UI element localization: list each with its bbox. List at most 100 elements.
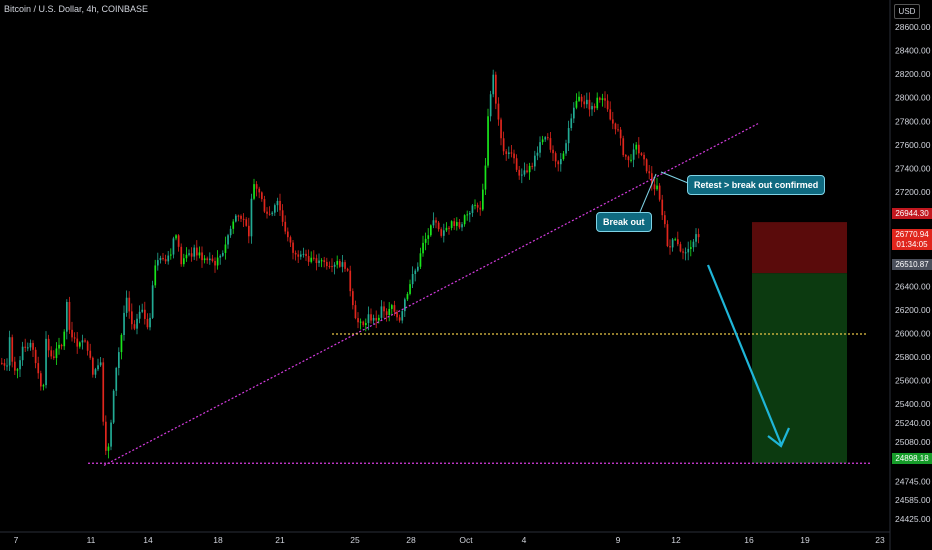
- break-out-pointer: [639, 173, 657, 213]
- ascending-trendline[interactable]: [103, 123, 759, 466]
- candle-body: [224, 244, 227, 253]
- candle-body: [248, 225, 250, 237]
- candle-body: [144, 309, 146, 319]
- candle-body: [409, 284, 411, 294]
- candle-body: [591, 106, 593, 110]
- candle-body: [690, 247, 692, 249]
- candlestick-series: [1, 69, 700, 459]
- candle-body: [674, 239, 677, 241]
- candle-body: [640, 153, 643, 155]
- candle-body: [370, 314, 372, 321]
- candle-body: [554, 153, 557, 162]
- candle-body: [232, 221, 235, 229]
- candle-body: [245, 219, 248, 226]
- candle-body: [479, 207, 482, 210]
- candle-body: [560, 159, 562, 165]
- candle-body: [482, 189, 484, 210]
- candle-body: [573, 107, 575, 119]
- candle-body: [570, 118, 573, 129]
- candle-body: [695, 234, 697, 242]
- candle-body: [450, 221, 453, 228]
- price-tick-label: 26000.00: [895, 328, 931, 338]
- candle-body: [50, 350, 53, 357]
- candle-body: [266, 211, 268, 214]
- price-tick-label: 25400.00: [895, 399, 931, 409]
- candle-body: [76, 338, 79, 347]
- candle-body: [497, 103, 500, 120]
- candle-body: [588, 99, 591, 110]
- candle-body: [19, 360, 21, 370]
- candle-body: [27, 347, 29, 349]
- candle-body: [331, 266, 333, 268]
- symbol-title[interactable]: Bitcoin / U.S. Dollar, 4h, COINBASE: [4, 4, 149, 14]
- candle-body: [237, 215, 240, 217]
- candle-body: [406, 293, 409, 300]
- candle-body: [471, 205, 474, 213]
- candle-body: [463, 215, 466, 225]
- candle-body: [297, 254, 300, 257]
- retest-callout: Retest > break out confirmed: [687, 175, 826, 195]
- candle-body: [609, 109, 612, 120]
- candle-body: [346, 268, 349, 271]
- candle-body: [575, 100, 578, 108]
- take-profit-zone[interactable]: [752, 273, 847, 464]
- candle-body: [123, 312, 125, 335]
- time-axis[interactable]: 7 11 14 18 21 25 28 Oct 4 9 12 16 19 23: [14, 535, 885, 545]
- candle-body: [638, 144, 640, 154]
- candle-body: [92, 357, 94, 375]
- candle-body: [567, 128, 570, 144]
- price-axis[interactable]: 24425.00 24585.00 24745.00 25080.00 25240.00…: [895, 22, 931, 524]
- candle-body: [424, 238, 427, 243]
- candle-body: [419, 253, 422, 267]
- price-tick-label: 25080.00: [895, 437, 931, 447]
- candle-body: [105, 421, 107, 451]
- candle-body: [21, 346, 24, 361]
- candle-body: [344, 262, 346, 269]
- candle-body: [474, 204, 476, 206]
- price-tick-label: 27800.00: [895, 116, 931, 126]
- candle-body: [271, 212, 274, 215]
- candle-body: [448, 227, 450, 229]
- candle-body: [557, 161, 560, 165]
- candle-body: [523, 170, 526, 175]
- candle-body: [281, 210, 284, 222]
- candle-body: [94, 369, 97, 375]
- candle-body: [352, 291, 354, 306]
- candle-body: [531, 165, 534, 167]
- candle-body: [206, 258, 209, 261]
- candle-body: [292, 242, 294, 253]
- candle-body: [268, 213, 271, 215]
- candle-body: [580, 96, 583, 102]
- time-tick-label: 23: [875, 535, 885, 545]
- candle-body: [336, 260, 339, 265]
- candle-body: [11, 337, 14, 362]
- candle-body: [458, 222, 461, 228]
- stop-loss-zone[interactable]: [752, 222, 847, 274]
- price-tick-label: 28000.00: [895, 93, 931, 103]
- candle-body: [60, 344, 63, 347]
- time-tick-label: 9: [616, 535, 621, 545]
- candle-body: [193, 247, 196, 257]
- candle-body: [648, 171, 651, 174]
- candle-body: [401, 311, 404, 321]
- candle-body: [684, 252, 687, 254]
- candle-body: [84, 340, 86, 342]
- candle-body: [209, 258, 211, 261]
- candle-body: [383, 306, 385, 312]
- time-tick-label: 12: [671, 535, 681, 545]
- candle-body: [385, 311, 388, 316]
- stop-price-tag: 26944.30: [892, 208, 932, 219]
- time-tick-label: 16: [744, 535, 754, 545]
- price-tick-label: 25240.00: [895, 418, 931, 428]
- forecast-arrow[interactable]: [706, 264, 783, 445]
- candle-body: [141, 309, 144, 312]
- candle-body: [185, 254, 188, 259]
- candle-body: [354, 305, 357, 319]
- candle-body: [489, 94, 492, 117]
- candle-body: [552, 149, 554, 154]
- candle-body: [505, 151, 508, 155]
- candle-body: [333, 264, 336, 267]
- currency-button[interactable]: USD: [894, 4, 920, 19]
- candle-body: [242, 218, 245, 220]
